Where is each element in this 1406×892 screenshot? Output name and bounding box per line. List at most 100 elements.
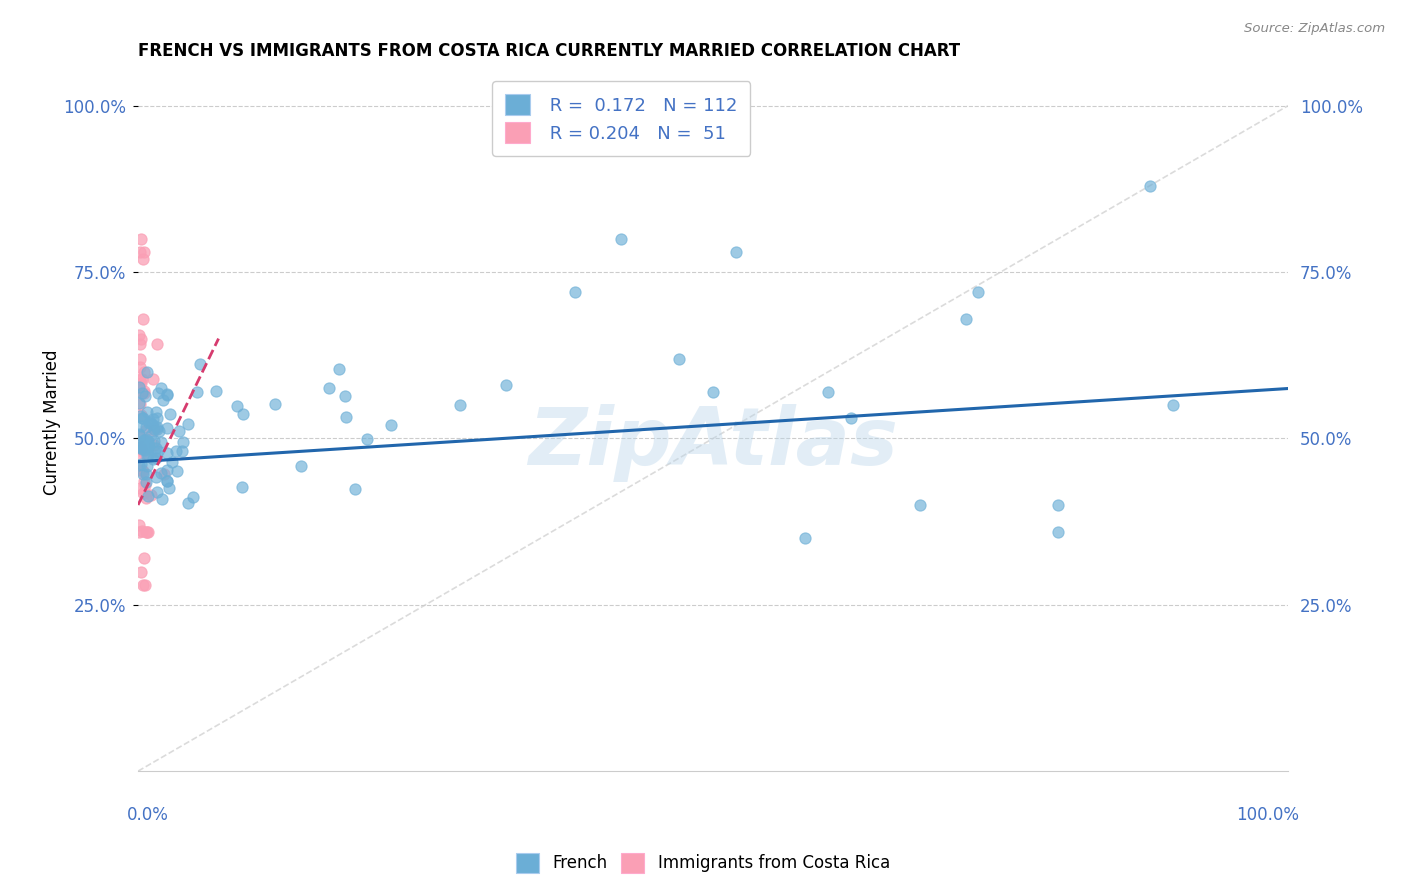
Point [145,405,167,419]
Point [333,389,356,403]
Point [128,397,150,411]
Point [188,357,211,371]
Point [142,371,165,385]
Point [134,433,156,447]
Point [134,578,156,592]
Point [610,232,633,246]
Point [135,404,157,418]
Point [129,245,152,260]
Point [131,372,153,386]
Point [702,384,724,399]
Point [181,491,204,505]
Point [146,444,169,458]
Legend:  R =  0.172   N = 112,  R = 0.204   N =  51: R = 0.172 N = 112, R = 0.204 N = 51 [492,81,751,156]
Point [668,351,690,366]
Point [131,408,153,422]
Point [141,417,163,431]
Point [136,488,159,502]
Point [128,428,150,442]
Point [136,440,159,454]
Point [142,438,165,452]
Point [146,484,169,499]
Point [131,463,153,477]
Point [131,442,153,457]
Point [134,441,156,455]
Point [166,464,188,478]
Point [135,365,157,379]
Point [136,449,159,463]
Point [131,578,153,592]
Point [132,486,155,500]
Point [142,451,165,466]
Point [794,531,817,545]
Point [156,388,179,402]
Point [156,475,179,489]
Point [128,337,150,351]
Point [131,441,153,455]
Point [149,435,172,450]
Point [134,445,156,459]
Point [152,467,174,482]
Point [129,481,152,495]
Point [136,449,159,463]
Text: Source: ZipAtlas.com: Source: ZipAtlas.com [1244,22,1385,36]
Point [139,428,162,442]
Point [128,463,150,477]
Point [134,442,156,456]
Point [167,424,190,438]
Point [159,407,181,421]
Point [129,372,152,386]
Y-axis label: Currently Married: Currently Married [44,349,60,494]
Point [145,420,167,434]
Point [839,411,862,425]
Point [177,496,200,510]
Point [129,440,152,454]
Point [135,524,157,539]
Point [129,376,152,390]
Point [172,434,194,449]
Point [129,419,152,434]
Point [908,498,931,512]
Point [131,386,153,401]
Point [139,415,162,429]
Point [145,421,167,435]
Point [205,384,228,398]
Point [149,380,172,394]
Point [131,386,153,401]
Text: FRENCH VS IMMIGRANTS FROM COSTA RICA CURRENTLY MARRIED CORRELATION CHART: FRENCH VS IMMIGRANTS FROM COSTA RICA CUR… [138,42,960,60]
Point [128,395,150,409]
Point [132,463,155,477]
Point [129,409,152,424]
Point [128,380,150,394]
Point [817,384,839,399]
Point [177,417,200,431]
Point [231,479,253,493]
Point [156,445,179,459]
Point [132,245,155,260]
Point [143,423,166,437]
Point [131,252,153,266]
Point [136,459,159,474]
Point [131,442,153,456]
Point [145,470,167,484]
Point [165,443,187,458]
Point [132,386,155,401]
Point [1047,524,1070,539]
Point [128,377,150,392]
Point [150,466,173,480]
Point [128,440,150,454]
Point [134,442,156,457]
Point [344,482,367,496]
Point [138,524,160,539]
Point [1161,398,1184,412]
Point [138,417,160,431]
Point [148,424,170,438]
Text: ZipAtlas: ZipAtlas [529,404,898,482]
Point [135,475,157,489]
Point [162,455,184,469]
Point [128,517,150,532]
Point [380,418,402,433]
Point [157,481,180,495]
Point [132,551,155,566]
Point [131,332,153,346]
